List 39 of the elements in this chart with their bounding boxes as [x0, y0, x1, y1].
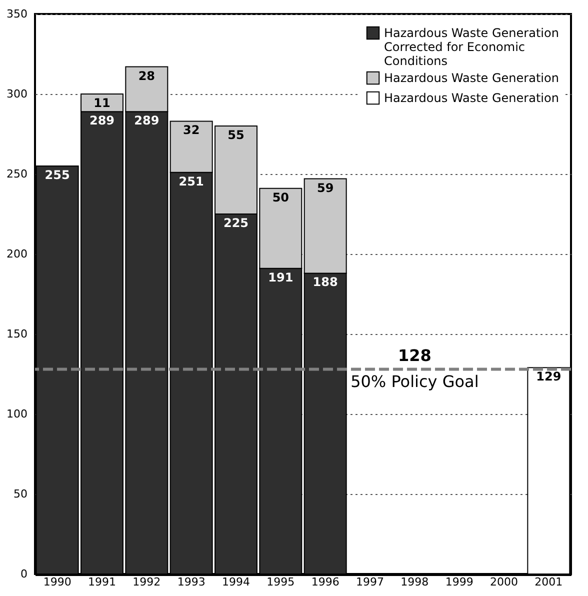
y-tick-label: 100: [6, 408, 28, 420]
ref-line-label: 50% Policy Goal: [350, 372, 479, 392]
data-label: 251: [178, 174, 204, 188]
data-label: 55: [228, 128, 244, 142]
y-tick-label: 200: [6, 248, 28, 260]
y-tick-label: 300: [6, 88, 28, 100]
x-tick-label: 1994: [222, 576, 250, 588]
y-tick-label: 350: [6, 8, 28, 20]
legend-label: Hazardous Waste Generation: [384, 91, 559, 105]
x-tick-label: 1993: [177, 576, 206, 588]
x-tick-label: 1997: [356, 576, 384, 588]
x-tick-label: 2001: [534, 576, 563, 588]
data-label: 129: [536, 370, 562, 384]
legend-label: Hazardous Waste Generation: [384, 71, 559, 85]
x-tick-label: 1999: [445, 576, 474, 588]
data-label: 32: [182, 123, 200, 138]
y-tick-label: 0: [20, 568, 28, 580]
y-tick-label: 150: [6, 328, 28, 340]
y-tick-label: 250: [6, 168, 28, 180]
annotation: 128: [398, 346, 432, 366]
legend-label: Hazardous Waste Generation Corrected for Economic Conditions: [384, 26, 559, 68]
x-tick-label: 1991: [88, 576, 116, 588]
x-tick-label: 2000: [490, 576, 518, 588]
data-label: 50: [272, 190, 290, 204]
x-tick-label: 1992: [132, 576, 161, 588]
data-label: 28: [138, 68, 156, 83]
data-label: 59: [316, 180, 334, 195]
x-tick-label: 1998: [400, 576, 429, 588]
y-tick-label: 50: [14, 488, 28, 500]
data-label: 289: [89, 114, 115, 128]
data-label: 255: [44, 168, 70, 182]
data-label: 289: [134, 114, 160, 128]
x-tick-label: 1996: [311, 576, 340, 588]
x-tick-label: 1995: [266, 576, 295, 588]
data-label: 11: [94, 96, 110, 110]
data-label: 188: [312, 275, 338, 290]
data-label: 225: [223, 216, 249, 230]
data-label: 191: [268, 270, 294, 284]
x-tick-label: 1990: [43, 576, 72, 588]
